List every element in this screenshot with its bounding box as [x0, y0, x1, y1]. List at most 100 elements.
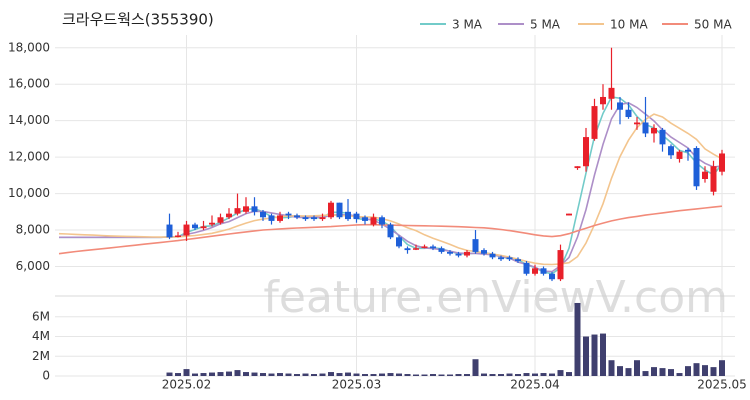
candle-body — [430, 246, 436, 249]
volume-bar — [472, 359, 479, 376]
candle-body — [226, 213, 232, 218]
volume-bar — [557, 370, 564, 376]
chart-title: 크라우드웍스(355390) — [62, 11, 214, 29]
candle-body — [566, 213, 572, 216]
candle-body — [617, 102, 623, 110]
candle-body — [404, 248, 411, 251]
volume-bar — [540, 373, 547, 376]
candle-body — [379, 217, 385, 225]
candle-body — [166, 224, 173, 238]
candle-body — [447, 251, 453, 254]
candle-body — [719, 153, 725, 172]
x-tick-label: 2025.03 — [332, 378, 382, 392]
candle-body — [387, 224, 394, 238]
candle-body — [557, 250, 564, 280]
x-tick-label: 2025.04 — [510, 378, 560, 392]
volume-bar — [285, 373, 292, 376]
candle-body — [328, 202, 334, 218]
candle-body — [583, 137, 589, 167]
volume-bar — [515, 374, 521, 376]
volume-bar — [234, 370, 241, 376]
volume-bar — [676, 373, 683, 376]
volume-bar — [702, 365, 708, 376]
volume-bar — [243, 372, 249, 376]
volume-bar — [506, 373, 513, 376]
volume-bar — [183, 369, 190, 376]
volume-bar — [353, 373, 360, 376]
volume-bar — [600, 333, 606, 376]
candle-body — [234, 208, 241, 214]
candle-body — [659, 129, 666, 145]
volume-bar — [481, 373, 487, 376]
volume-bar — [311, 374, 317, 376]
candle-body — [651, 127, 657, 134]
candle-body — [294, 215, 300, 218]
candle-body — [192, 224, 198, 229]
candle-body — [693, 148, 700, 187]
volume-bar — [583, 336, 589, 376]
volume-bar — [294, 374, 300, 376]
volume-bar — [336, 373, 343, 376]
candle-body — [438, 248, 445, 252]
volume-bar — [370, 374, 377, 376]
candle-body — [353, 213, 360, 220]
candle-body — [464, 251, 470, 256]
volume-bar — [668, 369, 674, 376]
candle-body — [625, 109, 632, 118]
candle-body — [574, 166, 581, 169]
volume-bar — [413, 374, 419, 376]
volume-bar — [574, 302, 581, 376]
candle-body — [549, 273, 555, 280]
volume-bar — [549, 373, 555, 376]
candle-body — [370, 217, 377, 225]
volume-bar — [455, 374, 462, 376]
volume-bar — [200, 373, 207, 376]
candle-body — [472, 239, 479, 252]
candle-body — [268, 215, 275, 221]
candle-body — [396, 237, 402, 247]
y-tick-label: 10,000 — [8, 186, 50, 200]
volume-bar — [608, 360, 615, 376]
candle-body — [515, 259, 521, 262]
volume-bar — [710, 367, 717, 376]
y-tick-label: 18,000 — [8, 40, 50, 54]
y-tick-label: 16,000 — [8, 77, 50, 91]
volume-bar — [642, 371, 649, 376]
volume-bar — [719, 360, 725, 376]
volume-bar — [523, 373, 530, 376]
volume-bar — [328, 372, 334, 376]
watermark: feature.enViewV.com — [263, 272, 728, 323]
legend-label: 3 MA — [452, 18, 483, 32]
candle-body — [302, 217, 309, 220]
candle-body — [523, 262, 530, 274]
candle-body — [481, 250, 487, 254]
candle-body — [277, 215, 283, 221]
volume-bar — [693, 363, 700, 376]
candle-body — [251, 206, 258, 212]
volume-bar — [192, 373, 198, 376]
volume-bar — [659, 368, 666, 376]
volume-bar — [379, 373, 385, 376]
candle-body — [608, 87, 615, 99]
candle-body — [489, 253, 496, 258]
volume-bar — [345, 372, 351, 376]
volume-bar — [634, 360, 640, 376]
volume-bar — [464, 374, 470, 376]
volume-bar — [217, 372, 224, 376]
volume-bar — [566, 372, 572, 376]
legend-label: 50 MA — [694, 18, 732, 32]
candle-body — [668, 146, 674, 156]
candle-body — [183, 224, 190, 236]
volume-bar — [447, 374, 453, 376]
candle-body — [710, 166, 717, 192]
volume-bar — [438, 374, 445, 376]
candle-body — [591, 106, 598, 139]
y-tick-label: 14,000 — [8, 113, 50, 127]
volume-bar — [319, 373, 326, 376]
candle-body — [217, 217, 224, 223]
candle-body — [345, 211, 351, 220]
candle-body — [336, 202, 343, 218]
volume-bar — [251, 372, 258, 376]
volume-bar — [404, 374, 411, 376]
